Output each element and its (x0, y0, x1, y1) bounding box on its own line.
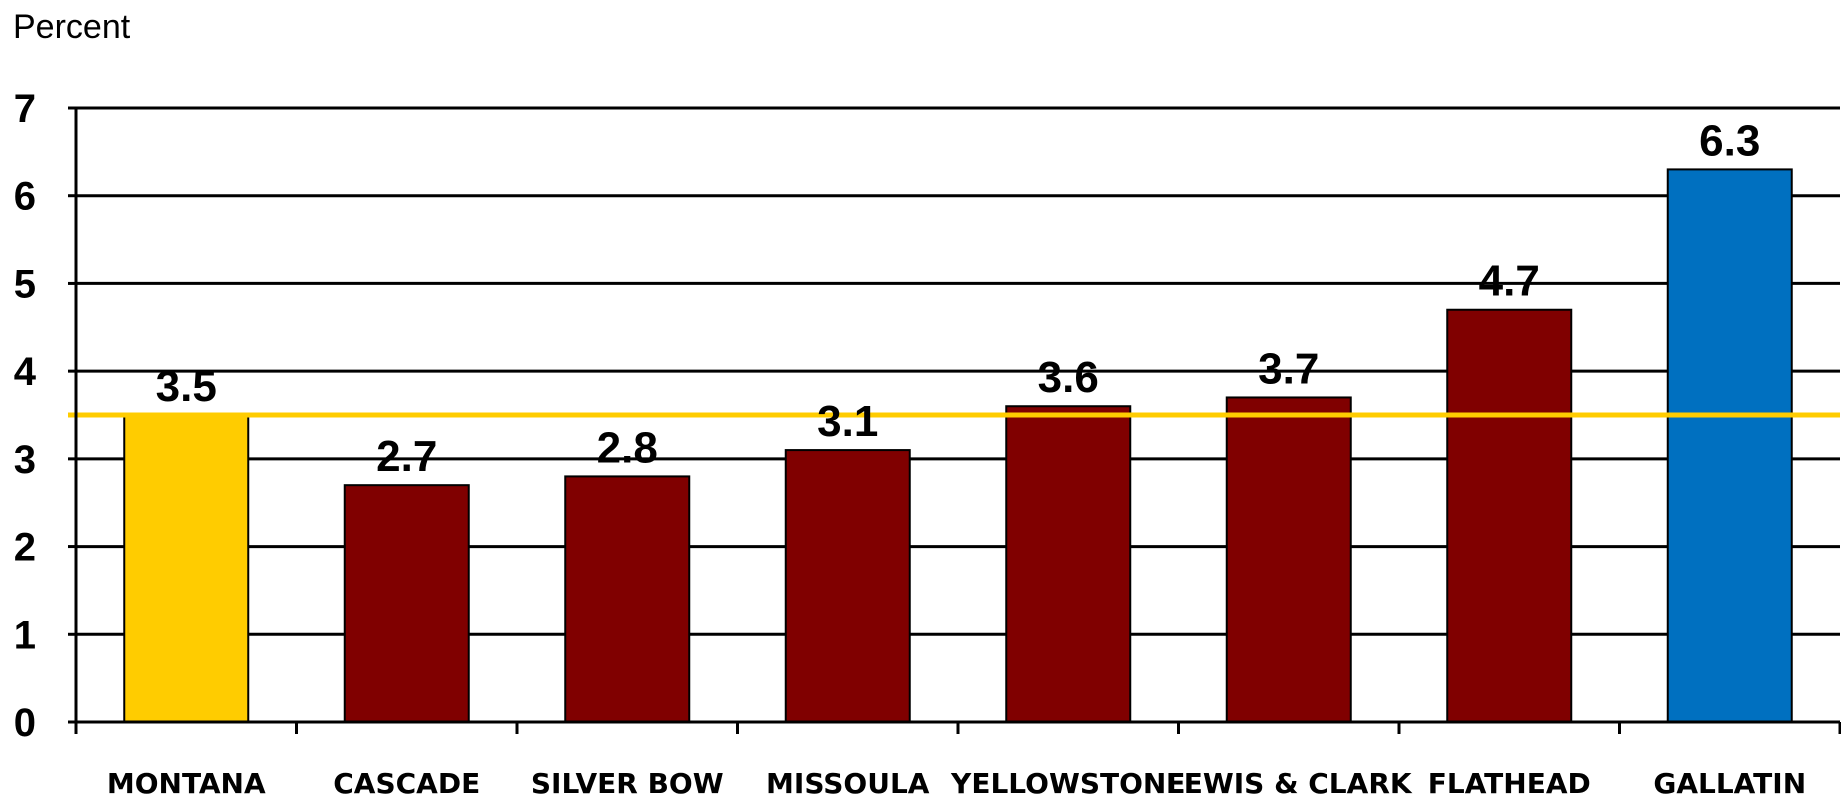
y-tick-label: 1 (14, 613, 36, 657)
data-label: 4.7 (1479, 257, 1540, 306)
bar (1446, 308, 1573, 723)
bar (564, 475, 691, 723)
x-category-label: SILVER BOW (531, 767, 724, 800)
x-category-label: MISSOULA (766, 767, 930, 800)
x-category-labels: MONTANA CASCADE SILVER BOW MISSOULA YELLOWST… (107, 767, 1806, 800)
y-tick-label: 0 (14, 701, 36, 745)
bar (784, 449, 911, 723)
data-label: 3.1 (817, 397, 878, 446)
x-category-label: FLATHEAD (1428, 767, 1591, 800)
y-tick-label: 5 (14, 262, 36, 306)
data-label: 6.3 (1699, 116, 1760, 165)
bar (1005, 405, 1132, 723)
x-category-label: MONTANA (107, 767, 266, 800)
data-label: 3.6 (1038, 353, 1099, 402)
y-axis-label: Percent (13, 8, 131, 46)
x-category-label: CASCADE (333, 767, 480, 800)
data-label: 2.8 (597, 423, 658, 472)
y-tick-label: 7 (14, 87, 36, 131)
bar (343, 484, 470, 723)
data-label: 2.7 (376, 432, 437, 481)
axes (68, 106, 1841, 734)
gridlines (76, 106, 1840, 636)
bar (123, 414, 250, 723)
y-tick-label: 6 (14, 175, 36, 219)
bar (1666, 168, 1793, 723)
y-tick-label: 3 (14, 438, 36, 482)
y-tick-label: 2 (14, 526, 36, 570)
y-tick-label: 4 (14, 350, 37, 394)
x-category-label: YELLOWSTONE (950, 767, 1185, 800)
data-labels: 3.5 2.7 2.8 3.1 3.6 3.7 4.7 6.3 (156, 116, 1761, 481)
data-label: 3.7 (1258, 344, 1319, 393)
y-tick-labels: 0 1 2 3 4 5 6 7 (14, 87, 37, 745)
x-category-label: GALLATIN (1653, 767, 1806, 800)
bars (123, 168, 1793, 723)
x-category-label: LEWIS & CLARK (1166, 767, 1413, 800)
data-label: 3.5 (156, 362, 217, 411)
bar (1225, 396, 1352, 723)
